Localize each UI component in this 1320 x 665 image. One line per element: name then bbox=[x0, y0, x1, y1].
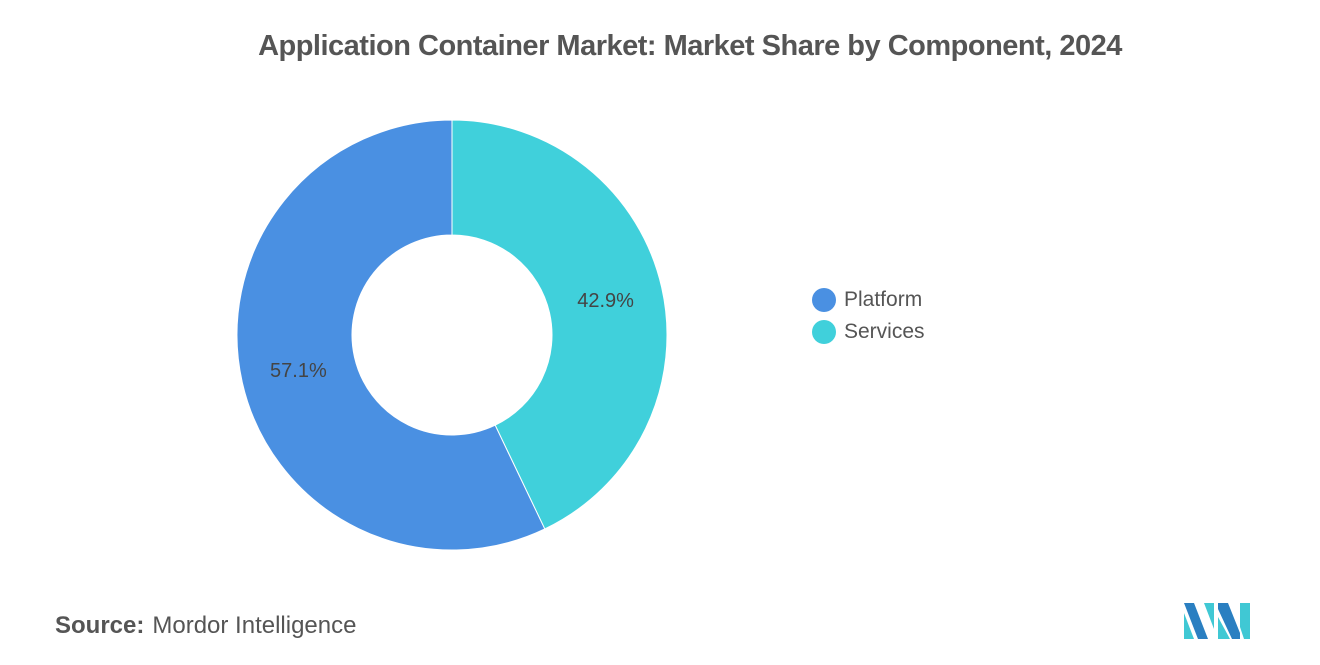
chart-title: Application Container Market: Market Sha… bbox=[258, 30, 1122, 62]
legend-item-services[interactable]: Services bbox=[812, 316, 925, 348]
legend-swatch-platform bbox=[812, 288, 836, 312]
legend-item-platform[interactable]: Platform bbox=[812, 284, 925, 316]
source-value: Mordor Intelligence bbox=[152, 612, 357, 639]
slice-platform[interactable] bbox=[236, 119, 546, 551]
data-label-platform: 57.1% bbox=[270, 360, 327, 382]
legend: Platform Services bbox=[812, 284, 925, 348]
source-note: Source: Mordor Intelligence bbox=[55, 612, 356, 640]
legend-label: Platform bbox=[844, 288, 923, 311]
legend-swatch-services bbox=[812, 320, 836, 344]
slice-services[interactable] bbox=[451, 119, 668, 530]
mordor-intelligence-logo bbox=[1184, 603, 1250, 639]
legend-label: Services bbox=[844, 320, 925, 343]
data-label-services: 42.9% bbox=[577, 290, 634, 312]
source-label: Source: bbox=[55, 612, 145, 639]
